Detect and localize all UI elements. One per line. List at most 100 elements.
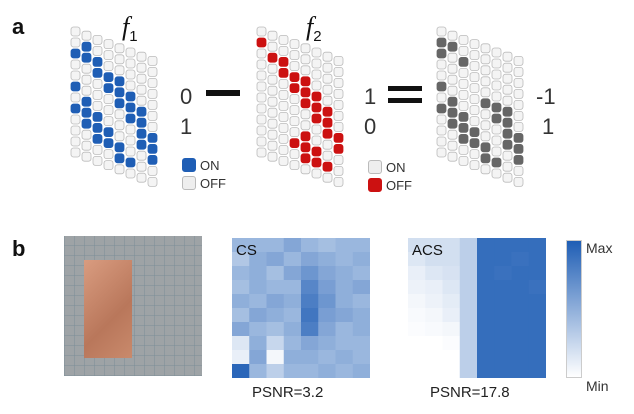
cs-psnr: PSNR=3.2: [252, 384, 324, 401]
difference-cell: [436, 70, 447, 81]
cs-heatmap-cell: [335, 364, 354, 378]
f2-cell: [322, 73, 333, 84]
legend-f1-off-swatch: [182, 176, 196, 190]
difference-cell: [458, 101, 469, 111]
f1-cell: [103, 39, 114, 50]
f1-cell: [147, 78, 158, 88]
f1-cell: [147, 122, 158, 132]
f1-cell: [125, 168, 136, 179]
acs-heatmap-cell: [408, 294, 426, 309]
f1-cell: [125, 124, 136, 135]
difference-cell: [491, 113, 502, 124]
f1-cell: [81, 63, 92, 74]
cs-heatmap-cell: [301, 322, 319, 337]
cs-heatmap-cell: [318, 350, 336, 365]
difference-cell: [458, 145, 469, 155]
f1-cell: [114, 43, 125, 54]
f2-cell: [322, 95, 333, 106]
acs-heatmap-cell: [477, 252, 495, 267]
cs-heatmap-cell: [266, 350, 285, 365]
f2-cell: [300, 54, 311, 65]
f1-cell: [114, 131, 125, 142]
difference-cell: [502, 51, 513, 62]
cs-heatmap-cell: [318, 238, 336, 253]
difference-cell: [447, 151, 458, 162]
f2-cell: [311, 113, 322, 124]
difference-cell: [469, 39, 480, 50]
acs-heatmap-cell: [511, 266, 530, 281]
result-value-bottom: 1: [542, 114, 555, 139]
panel-a-label: a: [12, 14, 25, 39]
f2-cell: [311, 47, 322, 58]
f1-cell: [114, 65, 125, 76]
acs-heatmap-cell: [442, 266, 461, 281]
difference-cell: [447, 63, 458, 74]
legend-f1-on-swatch: [182, 158, 196, 172]
f2-cell: [300, 164, 311, 175]
cs-heatmap-cell: [301, 294, 319, 309]
f2-cell: [311, 146, 322, 157]
acs-heatmap-cell: [425, 238, 443, 253]
acs-heatmap-cell: [477, 364, 495, 378]
cs-heatmap-cell: [318, 252, 336, 267]
f2-cell: [311, 102, 322, 113]
f1-cell: [114, 153, 125, 164]
cs-heatmap-cell: [335, 308, 354, 323]
difference-cell: [458, 56, 469, 67]
f1-cell: [92, 45, 103, 56]
f2-cell: [256, 48, 267, 59]
f2-value-bottom: 0: [364, 114, 377, 139]
acs-heatmap-cell: [442, 308, 461, 323]
cs-heatmap-cell: [283, 350, 302, 365]
f1-cell: [136, 95, 147, 106]
acs-heatmap-cell: [408, 280, 426, 295]
difference-cell: [491, 47, 502, 58]
f1-cell: [136, 117, 147, 128]
cs-heatmap-cell: [283, 280, 302, 295]
acs-heatmap-cell: [494, 322, 512, 337]
acs-heatmap-cell: [408, 238, 426, 253]
f2-cell: [322, 172, 333, 183]
acs-heatmap-cell: [494, 364, 512, 378]
f2-cell: [289, 149, 300, 159]
f1-cell: [92, 112, 103, 122]
f2-cell: [256, 147, 267, 158]
cs-heatmap-cell: [249, 252, 267, 267]
difference-cell: [458, 79, 469, 89]
f1-cell: [81, 74, 92, 85]
f1-cell: [70, 136, 81, 147]
f1-cell: [125, 135, 136, 146]
f1-cell: [125, 113, 136, 124]
cs-heatmap-cell: [352, 322, 370, 337]
f2-cell: [333, 55, 344, 66]
f1-cell: [125, 102, 136, 113]
f1-cell: [136, 172, 147, 183]
f2-cell: [289, 127, 300, 137]
f2-cell: [322, 128, 333, 139]
acs-heatmap-cell: [442, 280, 461, 295]
acs-heatmap-cell: [442, 350, 461, 365]
acs-heatmap-cell: [511, 252, 530, 267]
equals-operator-top: [388, 86, 422, 91]
acs-heatmap-cell: [494, 350, 512, 365]
f2-cell: [333, 78, 344, 88]
f1-cell: [92, 79, 103, 89]
difference-cell: [436, 48, 447, 59]
f2-cell: [333, 144, 344, 154]
cs-heatmap-cell: [318, 266, 336, 281]
acs-heatmap-cell: [459, 364, 478, 378]
cs-heatmap-cell: [301, 364, 319, 378]
difference-cell: [458, 90, 469, 100]
acs-heatmap-cell: [442, 364, 461, 378]
acs-heatmap-cell: [528, 266, 546, 281]
difference-cell: [502, 172, 513, 183]
cs-heatmap-cell: [232, 308, 250, 323]
cs-heatmap-cell: [283, 308, 302, 323]
acs-heatmap-cell: [442, 336, 461, 351]
difference-cell: [491, 124, 502, 135]
cs-heatmap-cell: [283, 364, 302, 378]
minus-operator: [206, 90, 240, 96]
f2-cell: [333, 111, 344, 121]
f1-cell: [81, 52, 92, 63]
f1-cell: [103, 127, 114, 137]
